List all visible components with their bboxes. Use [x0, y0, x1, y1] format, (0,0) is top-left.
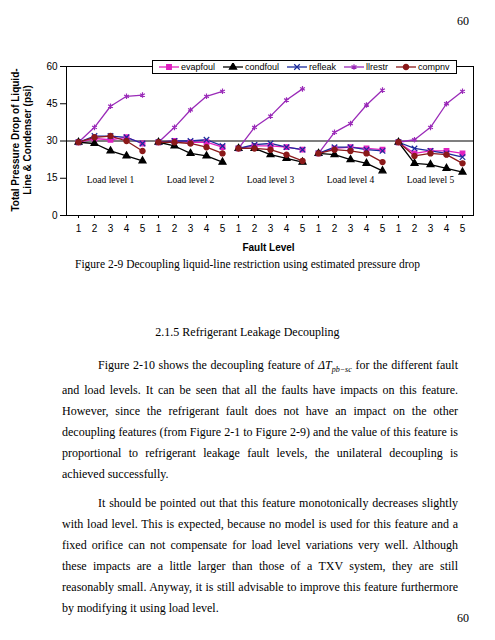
svg-text:1: 1	[396, 223, 402, 234]
svg-text:2: 2	[172, 223, 178, 234]
svg-text:2: 2	[412, 223, 418, 234]
svg-text:Load level 4: Load level 4	[327, 175, 375, 185]
svg-text:4: 4	[204, 223, 210, 234]
html-text:llrestr: llrestr	[366, 62, 389, 72]
svg-text:1: 1	[316, 223, 322, 234]
svg-text:Load level 3: Load level 3	[247, 175, 295, 185]
html-text:60: 60	[457, 14, 469, 28]
svg-text:4: 4	[124, 223, 130, 234]
svg-text:Load level 1: Load level 1	[87, 175, 135, 185]
svg-text:0: 0	[52, 210, 58, 221]
svg-text:3: 3	[188, 223, 194, 234]
svg-text:3: 3	[108, 223, 114, 234]
svg-text:4: 4	[284, 223, 290, 234]
svg-text:2: 2	[252, 223, 258, 234]
html-text:Total Pressure Drop of Liquid-: Total Pressure Drop of Liquid-	[10, 68, 21, 212]
html-text:Figure 2-9 Decoupling liquid-l: Figure 2-9 Decoupling liquid-line restri…	[75, 258, 420, 270]
svg-text:30: 30	[46, 135, 58, 146]
svg-text:5: 5	[380, 223, 386, 234]
svg-text:2: 2	[92, 223, 98, 234]
svg-text:1: 1	[76, 223, 82, 234]
html-text:condfoul: condfoul	[245, 62, 280, 72]
svg-text:4: 4	[364, 223, 370, 234]
html-text:60: 60	[457, 611, 469, 625]
svg-text:3: 3	[428, 223, 434, 234]
svg-text:5: 5	[460, 223, 466, 234]
svg-text:60: 60	[46, 61, 58, 72]
html-text:2.1.5 Refrigerant Leakage Deco: 2.1.5 Refrigerant Leakage Decoupling	[155, 325, 340, 339]
svg-text:45: 45	[46, 98, 58, 109]
svg-text:2: 2	[332, 223, 338, 234]
svg-text:1: 1	[236, 223, 242, 234]
svg-text:15: 15	[46, 172, 58, 183]
svg-text:4: 4	[444, 223, 450, 234]
svg-text:5: 5	[300, 223, 306, 234]
svg-text:3: 3	[348, 223, 354, 234]
html-text:Line & Condenser (psi): Line & Condenser (psi)	[22, 85, 33, 195]
html-text:evapfoul: evapfoul	[181, 62, 215, 72]
svg-text:5: 5	[140, 223, 146, 234]
html-text:It should be pointed out that: It should be pointed out that this featu…	[62, 496, 458, 616]
svg-text:3: 3	[268, 223, 274, 234]
html-text:Fault Level: Fault Level	[242, 242, 295, 253]
svg-text:Load level 5: Load level 5	[407, 175, 455, 185]
html-text:Figure 2-10 shows the decoupli: Figure 2-10 shows the decoupling feature…	[62, 358, 458, 482]
svg-text:5: 5	[220, 223, 226, 234]
html-text:compnv: compnv	[418, 62, 450, 72]
html-text:refleak: refleak	[309, 62, 337, 72]
svg-text:1: 1	[156, 223, 162, 234]
svg-text:Load level 2: Load level 2	[167, 175, 215, 185]
